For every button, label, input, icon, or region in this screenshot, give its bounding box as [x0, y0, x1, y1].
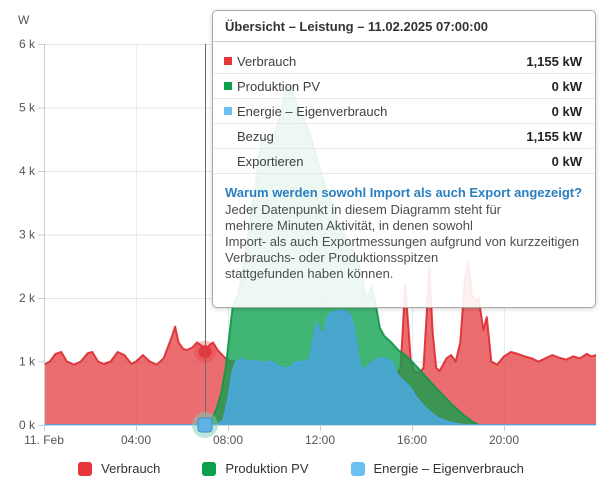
- explanation-line: Import- als auch Exportmessungen aufgrun…: [225, 234, 580, 249]
- eigenverbrauch-bullet-icon: [224, 107, 232, 115]
- row-label: Energie – Eigenverbrauch: [237, 103, 388, 119]
- series-energie-eigenverbrauch[interactable]: [44, 309, 596, 426]
- explanation-line: Jeder Datenpunkt in diesem Diagramm steh…: [225, 202, 502, 217]
- chart-legend: Verbrauch Produktion PV Energie – Eigenv…: [0, 461, 602, 476]
- row-value: 0 kW: [551, 78, 582, 94]
- y-axis-tick-label: 4 k: [19, 164, 36, 178]
- x-axis-tick-label: 12:00: [305, 433, 335, 447]
- explanation-line: Verbrauchs- oder Produktionsspitzen: [225, 250, 439, 265]
- row-value: 0 kW: [551, 103, 582, 119]
- tooltip-row-bezug: Bezug 1,155 kW: [213, 124, 595, 149]
- legend-label: Energie – Eigenverbrauch: [373, 461, 524, 476]
- explanation-line: stattgefunden haben können.: [225, 266, 394, 281]
- x-axis-tick-label: 11. Feb: [24, 433, 64, 447]
- x-axis-tick-label: 08:00: [213, 433, 243, 447]
- tooltip-explanation: Jeder Datenpunkt in diesem Diagramm steh…: [225, 202, 583, 282]
- y-axis-tick-label: 5 k: [19, 101, 36, 115]
- row-value: 1,155 kW: [526, 128, 582, 144]
- legend-item-produktion-pv[interactable]: Produktion PV: [202, 461, 309, 476]
- tooltip-row-eigenverbrauch: Energie – Eigenverbrauch 0 kW: [213, 99, 595, 124]
- produktion-pv-bullet-icon: [224, 82, 232, 90]
- tooltip-rows: Verbrauch 1,155 kW Produktion PV 0 kW En…: [213, 42, 595, 174]
- y-axis-tick-label: 3 k: [19, 228, 36, 242]
- row-label: Bezug: [237, 128, 274, 144]
- produktion-pv-swatch-icon: [202, 461, 217, 476]
- y-axis-tick-label: 1 k: [19, 355, 36, 369]
- explanation-line: mehrere Minuten Aktivität, in denen sowo…: [225, 218, 473, 233]
- tooltip-row-exportieren: Exportieren 0 kW: [213, 149, 595, 174]
- legend-item-eigenverbrauch[interactable]: Energie – Eigenverbrauch: [350, 461, 524, 476]
- selected-point-eigenverbrauch[interactable]: [192, 412, 218, 438]
- row-value: 1,155 kW: [526, 53, 582, 69]
- row-value: 0 kW: [551, 153, 582, 169]
- row-label: Verbrauch: [237, 53, 297, 69]
- eigenverbrauch-swatch-icon: [350, 461, 365, 476]
- axes: 0 k 1 k 2 k 3 k 4 k 5 k 6 k 11. Feb 04:00 08:00 12…: [18, 13, 596, 447]
- y-axis-tick-label: 2 k: [19, 291, 36, 305]
- tooltip-title: Übersicht – Leistung – 11.02.2025 07:00:…: [213, 11, 595, 42]
- x-axis-tick-label: 20:00: [489, 433, 519, 447]
- legend-item-verbrauch[interactable]: Verbrauch: [78, 461, 160, 476]
- import-export-help-link[interactable]: Warum werden sowohl Import als auch Expo…: [225, 185, 583, 200]
- row-label: Produktion PV: [237, 78, 321, 94]
- verbrauch-bullet-icon: [224, 57, 232, 65]
- legend-label: Verbrauch: [101, 461, 161, 476]
- row-label: Exportieren: [237, 153, 304, 169]
- selected-point-verbrauch[interactable]: [194, 340, 216, 363]
- y-axis-tick-label: 6 k: [19, 37, 36, 51]
- legend-label: Produktion PV: [225, 461, 309, 476]
- tooltip-row-verbrauch: Verbrauch 1,155 kW: [213, 49, 595, 74]
- verbrauch-swatch-icon: [78, 461, 93, 476]
- y-axis-unit-label: W: [18, 13, 30, 27]
- tooltip-row-produktion-pv: Produktion PV 0 kW: [213, 74, 595, 99]
- chart-tooltip: Übersicht – Leistung – 11.02.2025 07:00:…: [212, 10, 596, 308]
- y-axis-tick-label: 0 k: [19, 418, 36, 432]
- x-axis-tick-label: 16:00: [397, 433, 427, 447]
- x-axis-tick-label: 04:00: [121, 433, 151, 447]
